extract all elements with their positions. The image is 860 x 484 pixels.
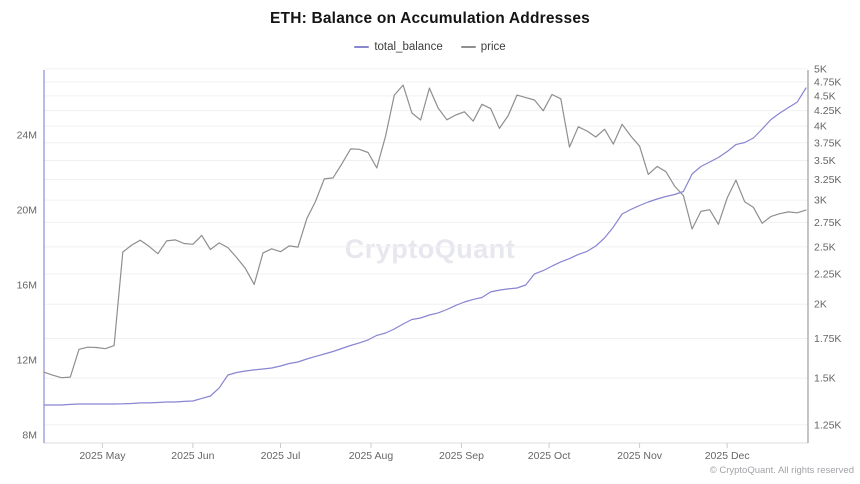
right-axis-label: 1.75K — [814, 333, 841, 345]
right-axis-label: 3K — [814, 195, 827, 207]
legend-item-price[interactable]: price — [460, 41, 506, 53]
legend-label-total-balance: total_balance — [374, 41, 443, 53]
price-line-icon — [460, 46, 476, 48]
x-axis-label: 2025 Jul — [261, 450, 301, 462]
x-axis-label: 2025 Nov — [617, 450, 663, 462]
total-balance-line-icon — [354, 46, 370, 48]
right-axis-label: 1.25K — [814, 419, 841, 431]
x-axis-label: 2025 Oct — [528, 450, 571, 462]
right-axis-label: 3.5K — [814, 155, 836, 167]
right-axis-label: 2.25K — [814, 268, 841, 280]
right-axis-label: 2.75K — [814, 217, 841, 229]
legend: total_balance price — [0, 41, 860, 53]
x-axis-label: 2025 Sep — [439, 450, 484, 462]
right-axis-label: 4.25K — [814, 105, 841, 117]
page-title: ETH: Balance on Accumulation Addresses — [270, 10, 590, 27]
right-axis-label: 4.75K — [814, 77, 841, 89]
right-axis-label: 3.75K — [814, 137, 841, 149]
left-axis-label: 24M — [17, 130, 37, 142]
left-axis-label: 12M — [17, 354, 37, 366]
x-axis-label: 2025 Dec — [705, 450, 750, 462]
x-axis-label: 2025 May — [79, 450, 126, 462]
left-axis-label: 20M — [17, 205, 37, 217]
x-axis-label: 2025 Jun — [171, 450, 214, 462]
legend-label-price: price — [480, 41, 506, 53]
right-axis-label: 1.5K — [814, 373, 836, 385]
copyright-footer: © CryptoQuant. All rights reserved — [709, 465, 854, 476]
left-axis-label: 8M — [22, 429, 37, 441]
right-axis-label: 3.25K — [814, 174, 841, 186]
right-axis-label: 2.5K — [814, 241, 836, 253]
price-line — [43, 84, 807, 379]
right-axis-label: 2K — [814, 299, 827, 311]
right-axis-label: 4.5K — [814, 90, 836, 102]
right-axis-label: 5K — [814, 63, 827, 75]
legend-item-total-balance[interactable]: total_balance — [354, 41, 443, 53]
right-axis-label: 4K — [814, 121, 827, 133]
x-axis-label: 2025 Aug — [349, 450, 394, 462]
left-axis-label: 16M — [17, 279, 37, 291]
total-balance-line — [43, 87, 807, 406]
